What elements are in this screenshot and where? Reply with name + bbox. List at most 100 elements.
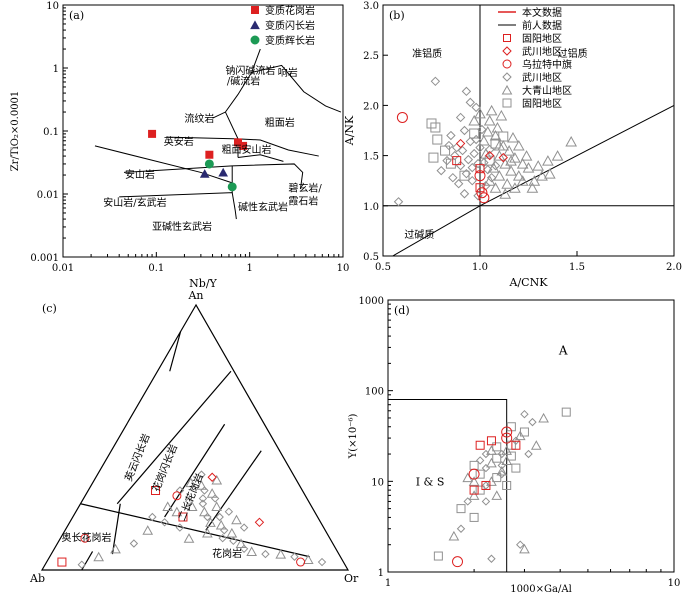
- data-point-prev-wuchuan: [477, 124, 487, 135]
- field-boundary: [80, 503, 310, 558]
- data-point-prev-triangle: [538, 412, 549, 423]
- data-point-urad: [476, 187, 488, 199]
- legend-label-b: 固阳地区: [522, 97, 562, 110]
- data-point-prev-daqingshan: [468, 114, 481, 126]
- data-point-prev-daqingshan: [543, 168, 556, 179]
- field-boundary: [169, 331, 182, 372]
- data-point-diorite: [218, 167, 229, 177]
- data-point-prev-triangle: [486, 457, 497, 468]
- data-point-prev-daqingshan: [499, 158, 512, 169]
- field-boundary: [94, 145, 233, 184]
- data-point-prev-square: [492, 473, 502, 483]
- data-point-prev-diamond: [148, 512, 157, 522]
- data-point-prev-wuchuan: [459, 189, 470, 199]
- field-label-a: 流纹岩: [184, 112, 214, 125]
- data-point-prev-daqingshan: [516, 158, 529, 169]
- data-point-prev-diamond: [197, 470, 206, 479]
- data-point-prev-triangle: [206, 488, 218, 498]
- x-axis-label-d: 1000×Ga/Al: [510, 584, 572, 594]
- data-point-prev-square: [519, 427, 529, 437]
- data-point-prev-daqingshan: [526, 182, 539, 193]
- y-axis-label-a: Zr/TiO₂×0.0001: [10, 91, 21, 172]
- data-point-wuchuan: [455, 138, 466, 149]
- data-point-prev-daqingshan: [493, 150, 506, 161]
- data-point-prev-guyang: [432, 134, 443, 145]
- data-point-prev-triangle: [183, 533, 195, 543]
- data-point-prev-square: [506, 451, 516, 461]
- data-point-prev-triangle: [199, 506, 210, 517]
- data-point-prev-guyang: [430, 122, 441, 133]
- data-point-prev-diamond: [175, 523, 185, 532]
- field-label-a: 碧玄岩/: [288, 181, 322, 194]
- data-point-prev-diamond: [481, 497, 491, 506]
- apex-label-or: Or: [344, 572, 359, 585]
- data-point-this-circle: [501, 426, 513, 438]
- data-point-prev-triangle: [205, 517, 216, 527]
- legend-label-b: 本文数据: [522, 6, 562, 19]
- x-axis-label-b: A/CNK: [509, 276, 549, 289]
- data-point-this-square: [57, 557, 67, 567]
- data-point-prev-daqingshan: [474, 107, 486, 119]
- apex-label-ab: Ab: [29, 572, 45, 585]
- data-point-prev-triangle: [186, 501, 198, 511]
- data-point-this-diamond: [254, 517, 265, 528]
- legend-marker-diamond-red: [502, 46, 512, 56]
- data-point-urad: [474, 170, 486, 182]
- data-point-prev-wuchuan: [467, 175, 477, 186]
- data-point-prev-daqingshan: [483, 175, 496, 186]
- field-label-a: /碱流岩: [227, 74, 260, 87]
- data-point-prev-wuchuan: [475, 142, 485, 153]
- data-point-this-circle: [80, 533, 90, 543]
- y-tick-label-a: 10: [46, 1, 59, 12]
- field-label-a: 粗面岩: [265, 116, 295, 129]
- data-point-guyang: [475, 164, 485, 174]
- data-point-guyang: [452, 156, 462, 166]
- data-point-prev-diamond: [220, 526, 229, 535]
- data-point-prev-triangle: [501, 445, 513, 455]
- data-point-prev-daqingshan: [501, 178, 514, 189]
- data-point-prev-square: [475, 485, 485, 495]
- data-point-prev-daqingshan: [481, 125, 494, 137]
- data-point-prev-diamond: [463, 497, 472, 506]
- data-point-prev-triangle: [196, 480, 207, 490]
- data-point-prev-wuchuan: [453, 179, 464, 189]
- data-point-prev-square: [511, 463, 521, 473]
- x-tick-label-a: 10: [337, 263, 350, 274]
- data-point-prev-triangle: [226, 527, 238, 538]
- data-point-prev-triangle: [215, 519, 227, 530]
- ternary-frame: [40, 303, 350, 571]
- data-point-prev-daqingshan: [507, 131, 519, 143]
- data-point-this-square: [475, 440, 485, 450]
- data-point-prev-diamond: [200, 486, 209, 495]
- legend-label-b: 固阳地区: [522, 32, 562, 45]
- data-point-prev-diamond: [198, 499, 208, 508]
- field-boundary: [224, 111, 319, 157]
- data-point-urad: [396, 111, 408, 123]
- data-point-prev-diamond: [160, 518, 169, 527]
- data-point-prev-wuchuan: [444, 140, 454, 151]
- data-point-prev-triangle: [110, 543, 121, 554]
- field-label-a: 碱性玄武岩: [238, 200, 288, 213]
- data-point-wuchuan: [484, 150, 495, 161]
- data-point-prev-guyang: [440, 145, 451, 156]
- data-point-prev-daqingshan: [495, 109, 508, 121]
- data-point-prev-wuchuan: [442, 155, 452, 166]
- data-point-prev-diamond: [218, 533, 227, 543]
- field-label-d: A: [558, 344, 568, 358]
- data-point-urad: [478, 192, 490, 204]
- data-point-prev-daqingshan: [478, 135, 490, 146]
- data-point-prev-square: [433, 551, 443, 561]
- data-point-this-square: [178, 512, 188, 522]
- legend-marker-circle-red: [502, 59, 512, 69]
- data-point-prev-square: [502, 480, 512, 490]
- field-boundary: [166, 136, 239, 140]
- y-axis-label-b: A/NK: [343, 115, 356, 146]
- field-boundary: [205, 450, 262, 531]
- data-point-prev-square: [469, 512, 479, 522]
- field-label-c: 英云闪长岩: [122, 432, 153, 483]
- data-point-prev-diamond: [497, 449, 507, 459]
- data-point-granite: [148, 129, 157, 138]
- data-point-prev-triangle: [202, 527, 213, 538]
- data-point-prev-diamond: [290, 552, 299, 561]
- data-point-prev-diamond: [487, 554, 496, 563]
